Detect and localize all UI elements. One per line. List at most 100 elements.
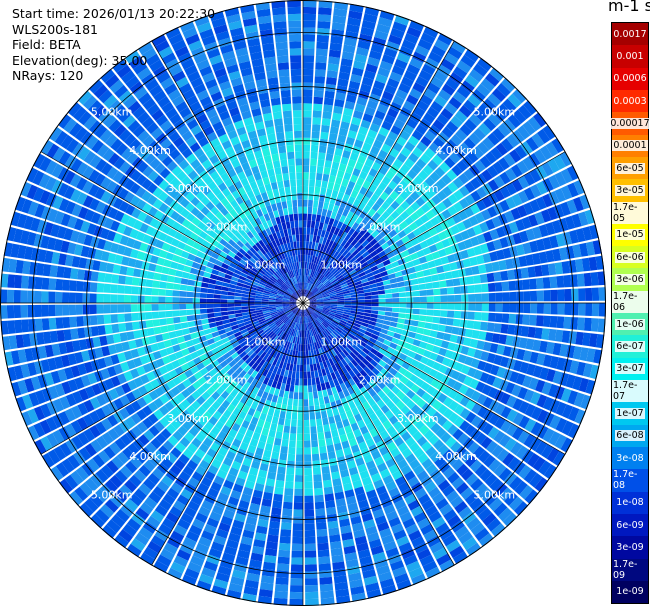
range-bin	[316, 281, 322, 288]
range-bin	[106, 194, 118, 207]
range-bin	[439, 503, 453, 516]
range-bin	[83, 428, 96, 442]
range-bin	[398, 286, 406, 293]
range-bin	[347, 386, 355, 395]
range-bin	[246, 572, 260, 582]
range-bin	[433, 295, 441, 302]
range-bin	[131, 277, 140, 286]
range-bin	[107, 366, 117, 377]
range-bin	[488, 312, 496, 322]
range-bin	[216, 276, 225, 282]
range-bin	[309, 179, 316, 187]
range-bin	[356, 404, 365, 413]
range-bin	[402, 517, 416, 529]
range-bin	[271, 451, 280, 460]
range-bin	[307, 206, 313, 214]
range-bin	[244, 413, 253, 423]
range-bin	[260, 351, 267, 359]
range-bin	[212, 186, 222, 196]
range-bin	[381, 54, 395, 65]
range-bin	[474, 527, 490, 542]
range-bin	[328, 275, 335, 282]
range-bin	[83, 399, 95, 413]
range-bin	[322, 252, 328, 260]
range-bin	[309, 301, 317, 303]
range-bin	[248, 308, 256, 312]
range-bin	[124, 178, 135, 191]
range-bin	[367, 226, 376, 235]
range-bin	[181, 328, 190, 336]
range-bin	[356, 47, 369, 57]
range-bin	[346, 94, 357, 104]
range-bin	[412, 308, 420, 315]
range-bin	[138, 286, 146, 295]
range-bin	[294, 336, 298, 344]
range-bin	[330, 547, 343, 557]
range-bin	[139, 269, 148, 279]
range-bin	[252, 431, 261, 441]
range-bin	[155, 433, 167, 445]
range-bin	[388, 256, 398, 264]
range-bin	[124, 498, 139, 512]
range-bin	[223, 509, 235, 520]
range-bin	[243, 183, 252, 193]
range-bin	[240, 361, 248, 370]
range-bin	[378, 332, 387, 339]
range-bin	[255, 311, 264, 316]
range-bin	[420, 94, 433, 106]
range-bin	[251, 545, 265, 555]
range-bin	[245, 429, 254, 438]
range-bin	[459, 408, 471, 420]
range-bin	[289, 298, 297, 302]
range-bin	[265, 243, 272, 251]
range-bin	[248, 294, 256, 298]
range-bin	[329, 265, 335, 273]
range-bin	[264, 315, 272, 320]
range-bin	[399, 511, 413, 523]
range-bin	[428, 142, 441, 154]
range-bin	[325, 83, 336, 92]
range-bin	[310, 419, 316, 427]
range-bin	[211, 391, 221, 401]
range-bin	[315, 280, 321, 287]
range-bin	[368, 388, 377, 398]
range-bin	[82, 180, 94, 194]
range-bin	[193, 286, 201, 293]
range-bin	[148, 455, 161, 467]
range-bin	[139, 502, 154, 515]
range-bin	[159, 281, 167, 289]
range-bin	[35, 262, 45, 276]
range-bin	[316, 172, 323, 181]
range-bin	[463, 168, 475, 181]
range-bin	[561, 330, 571, 344]
range-bin	[341, 315, 349, 320]
range-bin	[240, 177, 249, 187]
range-bin	[526, 363, 536, 376]
range-bin	[513, 268, 522, 280]
range-bin	[388, 180, 398, 190]
range-bin	[348, 572, 362, 582]
range-bin	[326, 513, 338, 522]
range-bin	[299, 378, 303, 386]
range-bin	[70, 189, 82, 203]
range-bin	[20, 411, 33, 427]
range-bin	[117, 373, 127, 385]
range-bin	[400, 210, 410, 220]
range-bin	[78, 339, 88, 351]
range-bin	[388, 229, 398, 238]
range-bin	[261, 303, 269, 306]
range-bin	[319, 376, 325, 384]
range-bin	[467, 94, 482, 108]
range-bin	[127, 120, 141, 133]
range-bin	[207, 243, 216, 252]
range-bin	[188, 273, 197, 281]
range-bin	[375, 246, 384, 254]
range-bin	[281, 284, 288, 290]
range-bin	[249, 313, 257, 318]
range-bin	[299, 330, 302, 338]
range-bin	[523, 202, 534, 215]
range-bin	[89, 315, 98, 326]
range-bin	[391, 395, 401, 405]
range-bin	[162, 493, 176, 506]
range-bin	[460, 345, 470, 355]
